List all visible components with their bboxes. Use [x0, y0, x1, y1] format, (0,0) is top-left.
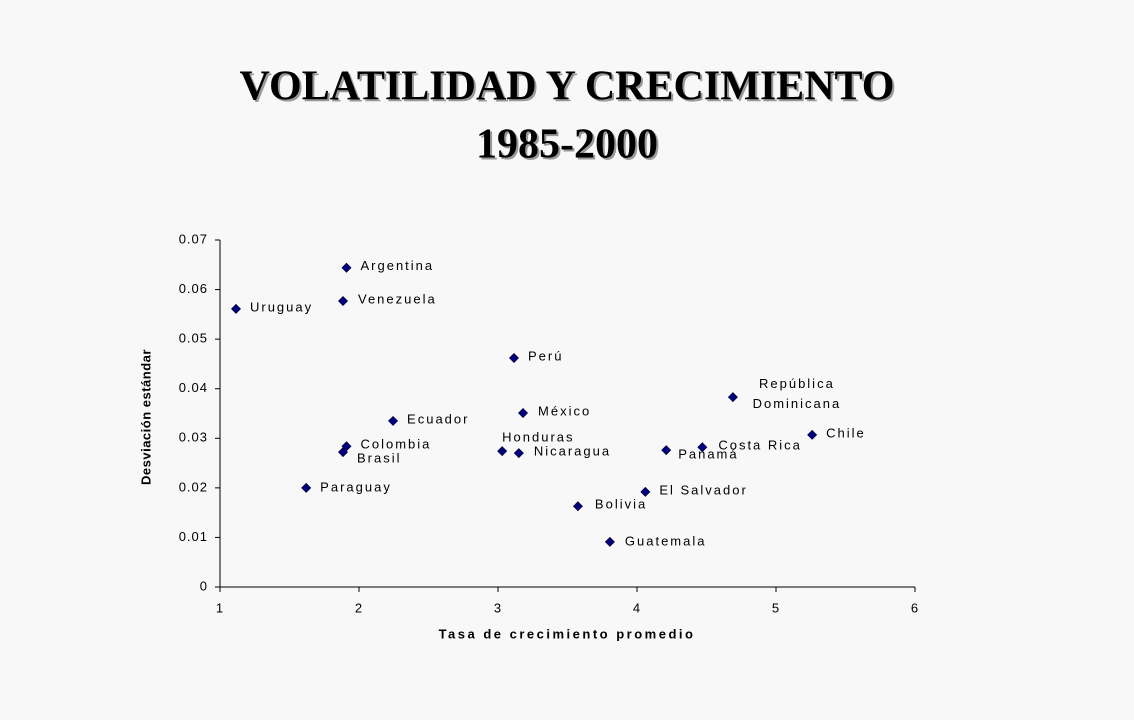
point-label: Chile	[826, 425, 866, 440]
data-point	[661, 445, 672, 456]
x-tick-label: 5	[772, 600, 780, 615]
point-label: Perú	[528, 348, 563, 363]
point-label: Venezuela	[358, 291, 437, 306]
point-label: Argentina	[360, 258, 434, 273]
data-point	[341, 262, 352, 273]
data-point	[807, 429, 818, 440]
data-point	[727, 392, 738, 403]
point-label: Guatemala	[625, 533, 707, 548]
data-point	[513, 448, 524, 459]
data-point	[497, 446, 508, 457]
point-label: Ecuador	[407, 411, 469, 426]
point-label: Nicaragua	[534, 444, 611, 459]
data-point	[697, 442, 708, 453]
y-tick-label: 0.02	[179, 479, 208, 494]
data-point	[338, 295, 349, 306]
x-tick-label: 3	[494, 600, 502, 615]
y-tick-label: 0.06	[179, 281, 208, 296]
point-label: Honduras	[502, 430, 574, 445]
data-point	[338, 447, 349, 458]
point-label: Costa Rica	[718, 438, 802, 453]
point-label: México	[538, 403, 591, 418]
data-point	[301, 482, 312, 493]
chart-subtitle: 1985-2000	[476, 122, 658, 168]
point-label: Paraguay	[320, 479, 392, 494]
data-point	[640, 486, 651, 497]
data-point	[518, 408, 529, 418]
point-label: Uruguay	[250, 299, 313, 314]
x-tick-label: 2	[355, 600, 363, 615]
y-tick-label: 0.04	[179, 380, 208, 395]
data-point	[508, 352, 519, 363]
point-label: República Dominicana	[753, 377, 842, 412]
x-axis-title: Tasa de crecimiento promedio	[439, 626, 696, 641]
point-label: Bolivia	[595, 497, 647, 512]
y-axis-title: Desviación estándar	[138, 349, 153, 485]
y-tick-label: 0.03	[179, 430, 208, 445]
data-point	[604, 536, 615, 547]
chart-title: VOLATILIDAD Y CRECIMIENTO	[240, 64, 895, 110]
point-label: El Salvador	[659, 482, 747, 497]
y-tick-label: 0.01	[179, 529, 208, 544]
data-point	[230, 303, 241, 314]
data-point	[388, 415, 399, 426]
point-label: Panamá	[678, 447, 738, 462]
x-tick-label: 6	[911, 600, 919, 615]
point-label: Colombia	[360, 437, 431, 452]
data-point	[572, 501, 583, 512]
x-tick-label: 4	[633, 600, 641, 615]
x-tick-label: 1	[216, 600, 224, 615]
y-tick-label: 0.05	[179, 331, 208, 346]
point-label: Brasil	[357, 451, 402, 466]
y-tick-label: 0	[200, 578, 208, 593]
y-tick-label: 0.07	[179, 231, 208, 246]
